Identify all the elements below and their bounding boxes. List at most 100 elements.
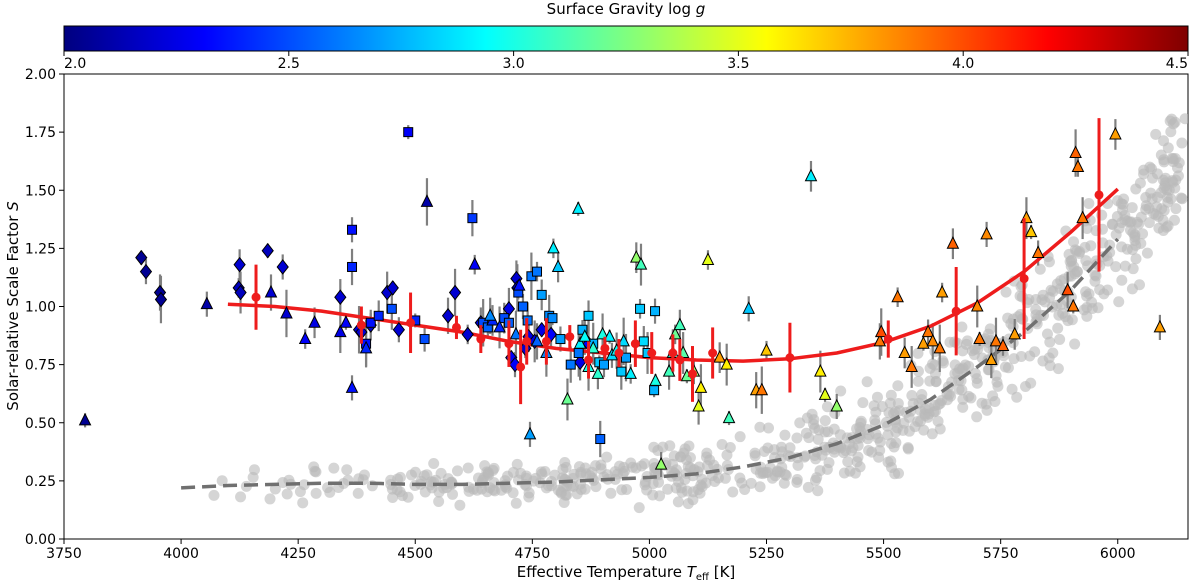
triangle-marker [830, 398, 844, 412]
background-point [679, 473, 691, 485]
triangle-marker [654, 456, 668, 470]
background-point [573, 461, 585, 473]
background-point [969, 367, 981, 379]
background-point [956, 321, 968, 333]
background-point [208, 489, 220, 501]
triangle-marker [713, 350, 726, 363]
triangle-marker [493, 319, 506, 333]
x-tick-label: 5000 [632, 546, 668, 562]
background-point [1030, 304, 1042, 316]
background-point [749, 450, 761, 462]
binned-mean-point [504, 339, 514, 349]
triangle-marker [1066, 298, 1080, 312]
background-point [352, 487, 364, 499]
background-point [734, 431, 746, 443]
triangle-marker [1071, 159, 1085, 172]
background-point [822, 426, 834, 438]
background-point [857, 397, 869, 409]
colorbar-ticks: 2.0 2.5 3.0 3.5 4.0 4.5 [63, 51, 1189, 72]
background-point [539, 465, 551, 477]
background-point [1102, 255, 1114, 267]
triangle-marker [970, 298, 984, 312]
binned-mean-point [883, 334, 893, 344]
background-point [1081, 223, 1093, 235]
triangle-marker [308, 315, 321, 328]
background-point [341, 464, 353, 476]
background-point [902, 442, 914, 454]
x-axis-label: Effective Temperature Teff [K] [517, 563, 736, 582]
background-point [835, 385, 847, 397]
background-point [1052, 363, 1064, 375]
square-marker [565, 359, 576, 370]
background-point [821, 401, 833, 413]
background-point [216, 475, 228, 487]
binned-mean-point [516, 362, 526, 372]
background-point [1089, 269, 1101, 281]
background-point [972, 343, 984, 355]
background-point [428, 458, 440, 470]
background-point [809, 474, 821, 486]
background-point [1057, 307, 1069, 319]
triangle-marker [1061, 282, 1074, 296]
background-point [454, 499, 466, 511]
background-point [481, 486, 493, 498]
background-point [914, 415, 926, 427]
background-point [549, 469, 561, 481]
background-point [328, 462, 340, 474]
background-point [870, 406, 882, 418]
square-marker [536, 289, 547, 300]
triangle-marker [891, 289, 904, 303]
background-point [873, 451, 885, 463]
background-point [855, 415, 867, 427]
binned-mean-point [451, 322, 461, 332]
background-point [1110, 229, 1122, 241]
y-tick-label: 2.00 [25, 67, 56, 83]
y-tick-label: 1.50 [25, 183, 56, 199]
diamond-marker [276, 259, 289, 275]
square-marker [595, 434, 606, 445]
background-point [269, 483, 281, 495]
triangle-marker [1024, 224, 1038, 238]
background-point [614, 460, 626, 472]
background-point [870, 428, 882, 440]
background-point [701, 460, 713, 472]
triangle-marker [935, 284, 949, 298]
binned-mean-point [708, 348, 718, 358]
background-point [1144, 161, 1156, 173]
triangle-marker [1020, 210, 1033, 224]
background-point [627, 461, 639, 473]
background-point [1081, 302, 1093, 314]
square-marker [650, 306, 661, 317]
background-point [1044, 336, 1056, 348]
background-point [264, 493, 276, 505]
background-point [890, 437, 902, 449]
background-point [668, 450, 680, 462]
triangle-marker [818, 387, 832, 400]
background-point [971, 411, 983, 423]
background-point [812, 433, 824, 445]
triangle-marker [603, 329, 616, 342]
background-point [842, 456, 854, 468]
data-markers [78, 126, 1167, 470]
background-point [1157, 224, 1169, 236]
triangle-marker [917, 336, 930, 349]
colorbar-tick-label: 4.0 [952, 56, 974, 72]
background-point [1140, 203, 1152, 215]
background-point [520, 470, 532, 482]
background-point [851, 456, 863, 468]
background-point [1130, 183, 1142, 195]
colorbar-tick-label: 2.0 [64, 56, 86, 72]
background-point [633, 502, 645, 514]
triangle-marker [701, 252, 715, 265]
diamond-marker [234, 284, 247, 301]
triangle-marker [921, 324, 935, 338]
triangle-marker [483, 308, 497, 321]
background-point [927, 358, 939, 370]
background-point [641, 484, 653, 496]
background-point [1140, 191, 1152, 203]
background-point [957, 401, 969, 413]
background-point [1130, 253, 1142, 265]
background-point [308, 461, 320, 473]
background-point [433, 495, 445, 507]
background-point [409, 466, 421, 478]
